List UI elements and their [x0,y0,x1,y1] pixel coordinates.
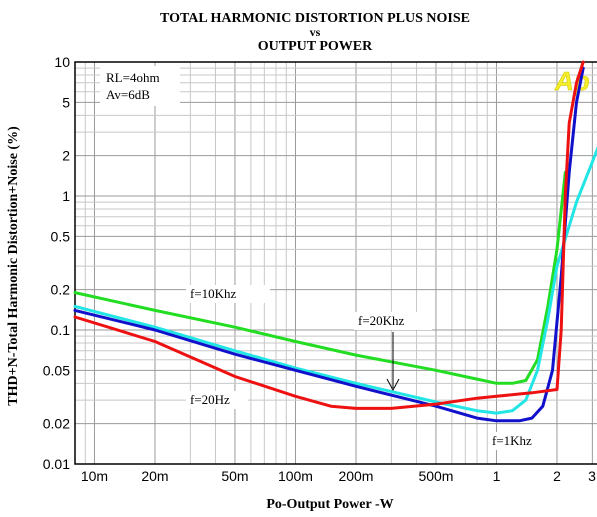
y-tick-label: 0.01 [43,456,70,472]
conditions-box [100,66,180,106]
y-tick-label: 0.2 [51,282,71,298]
x-tick-label: 500m [418,468,453,484]
series-line-f-10khz [73,170,567,385]
y-tick-labels: 0.01 0.02 0.05 0.1 0.2 0.5 1 2 5 10 [43,54,70,472]
x-tick-label: 200m [338,468,373,484]
x-tick-label: 50m [221,468,248,484]
y-tick-label: 2 [62,148,70,164]
chart-title-line2: vs [310,25,321,39]
series-lines [73,60,597,423]
label-f-20hz: f=20Hz [190,392,230,407]
x-tick-label: 1 [493,468,501,484]
label-bg-10khz [186,285,270,303]
y-tick-label: 5 [62,94,70,110]
label-f-1khz: f=1Khz [492,433,532,448]
series-line-f-20khz [73,146,597,415]
grid [74,61,597,465]
y-tick-label: 10 [54,54,70,70]
y-tick-label: 0.05 [43,362,70,378]
chart-title-line1: TOTAL HARMONIC DISTORTION PLUS NOISE [160,11,470,26]
y-tick-label: 1 [62,188,70,204]
label-f-10khz: f=10Khz [190,286,237,301]
series-line-f-20hz [73,60,585,410]
x-tick-label: 20m [141,468,168,484]
series-line-f-1khz [73,66,585,423]
plot-frame [74,61,597,465]
chart-title-line3: OUTPUT POWER [258,39,373,54]
label-bg-1khz [488,432,550,450]
x-tick-label: 10m [81,468,108,484]
label-arrowhead-20khz [386,378,400,392]
x-tick-labels: 10m 20m 50m 100m 200m 500m 1 2 3 [81,468,596,484]
y-tick-label: 0.1 [51,322,71,338]
condition-av: Av=6dB [106,87,150,102]
condition-rl: RL=4ohm [106,70,160,85]
ap-watermark-logo: Ap [554,66,590,96]
x-axis-label: Po-Output Power -W [266,497,393,512]
label-f-20khz: f=20Khz [358,313,405,328]
label-bg-20hz [186,391,248,409]
y-axis-label: THD+N-Total Harmonic Distortion+Noise (%… [6,126,21,406]
y-tick-label: 0.02 [43,416,70,432]
x-tick-label: 2 [553,468,561,484]
x-tick-label: 100m [278,468,313,484]
label-bg-20khz [354,312,432,330]
x-tick-label: 3 [588,468,596,484]
y-tick-label: 0.5 [51,228,71,244]
